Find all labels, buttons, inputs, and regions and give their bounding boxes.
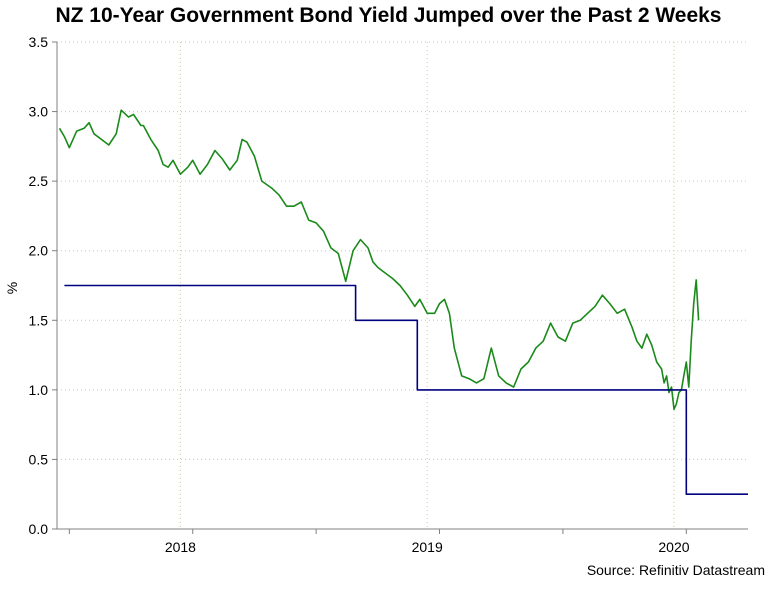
source-note: Source: Refinitiv Datastream — [586, 562, 765, 578]
x-tick-label: 2019 — [412, 539, 443, 555]
x-tick-label: 2018 — [165, 539, 196, 555]
y-tick-label: 3.5 — [29, 34, 49, 50]
series-layer — [58, 109, 748, 496]
y-tick-label: 2.0 — [29, 243, 49, 259]
y-tick-label: 2.5 — [29, 173, 49, 189]
y-tick-label: 0.5 — [29, 451, 49, 467]
y-tick-label: 1.0 — [29, 382, 49, 398]
y-tick-label: 1.5 — [29, 312, 49, 328]
axes-layer — [56, 42, 748, 530]
y-tick-label: 3.0 — [29, 104, 49, 120]
y-tick-label: 0.0 — [29, 521, 49, 537]
series-line-policy-rate — [64, 284, 748, 496]
series-line-bond-yield — [58, 109, 700, 411]
x-tick-label: 2020 — [658, 539, 689, 555]
tick-layer: 0.0 0.5 1.0 1.5 2.0 2.5 3.0 3.5 2018 2019 2020 — [29, 34, 690, 555]
chart-title: NZ 10-Year Government Bond Yield Jumped … — [55, 4, 722, 27]
y-axis-label: % — [4, 282, 20, 294]
